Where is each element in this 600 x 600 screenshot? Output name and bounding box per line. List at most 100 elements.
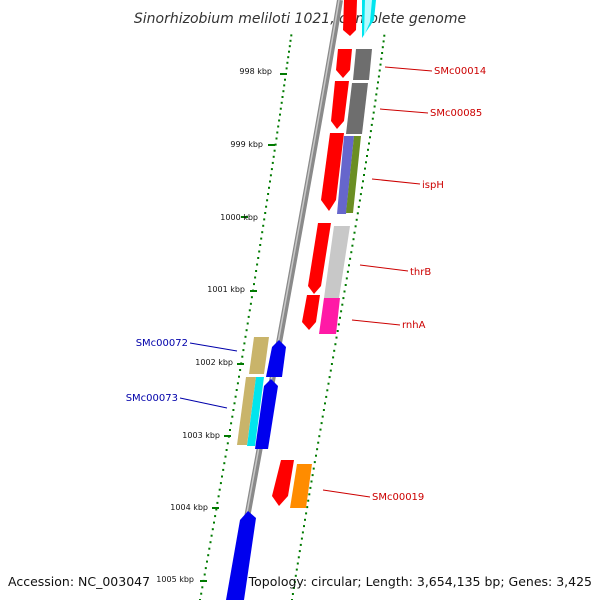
gene-top-red xyxy=(343,0,357,36)
inner-ring-dot xyxy=(370,123,373,126)
genome-summary-text: Topology: circular; Length: 3,654,135 bp… xyxy=(248,574,592,589)
outer-ring-dot xyxy=(236,382,239,385)
inner-ring-dot xyxy=(339,316,341,319)
outer-ring-dot xyxy=(275,137,278,140)
gene-smc00085-red xyxy=(331,81,349,129)
inner-ring-dot xyxy=(309,486,312,489)
inner-ring-dot xyxy=(324,402,326,405)
outer-ring-dot xyxy=(257,257,260,259)
outer-ring-dot xyxy=(288,50,290,53)
gene-isph-green xyxy=(346,136,361,213)
gene-smc00085-grey xyxy=(346,83,368,134)
inner-ring-dot xyxy=(334,343,337,346)
inner-ring-dot xyxy=(333,349,336,352)
inner-ring-dot xyxy=(368,142,370,145)
inner-ring-dot xyxy=(377,75,380,78)
inner-ring-dot xyxy=(291,593,294,595)
inner-ring-dot xyxy=(316,448,319,451)
inner-ring-dot xyxy=(319,428,322,431)
outer-ring-dot xyxy=(262,224,265,227)
accession-text: Accession: NC_003047 xyxy=(8,574,150,589)
outer-ring-dot xyxy=(277,125,280,128)
inner-ring-dot xyxy=(326,389,329,392)
inner-ring-dot xyxy=(332,356,335,359)
gene-label-smc00073: SMc00073 xyxy=(126,393,178,404)
gene-smc00073-khaki xyxy=(237,377,256,445)
outer-ring-dot xyxy=(276,131,279,134)
inner-ring-dot xyxy=(364,167,366,170)
outer-ring-dot xyxy=(255,270,258,272)
outer-ring-dot xyxy=(203,573,206,576)
outer-ring-dot xyxy=(278,119,281,122)
inner-ring-dot xyxy=(381,52,384,54)
inner-ring-dot xyxy=(307,499,310,502)
outer-ring-dot xyxy=(266,199,269,202)
tick-label-1000: 1000 kbp xyxy=(220,213,258,222)
genome-backbone xyxy=(229,0,343,600)
outer-ring-dot xyxy=(238,375,240,378)
inner-ring-dot xyxy=(336,330,339,332)
inner-ring-dot xyxy=(343,290,346,293)
gene-thrb-grey xyxy=(324,226,350,298)
inner-ring-dot xyxy=(321,415,324,418)
inner-ring-dot xyxy=(313,461,316,464)
inner-ring-dot xyxy=(318,435,321,438)
inner-ring-dot xyxy=(355,218,358,221)
outer-ring-dot xyxy=(267,193,270,195)
inner-ring-dot xyxy=(352,238,355,241)
outer-ring-dot xyxy=(263,218,266,221)
inner-ring-dot xyxy=(358,199,361,202)
outer-ring-dot xyxy=(219,482,222,485)
outer-ring-dot xyxy=(204,567,207,570)
inner-ring-dot xyxy=(342,297,345,300)
outer-ring-dot xyxy=(273,149,276,152)
outer-ring-dot xyxy=(288,45,291,48)
outer-ring-dot xyxy=(214,515,217,518)
gene-label-smc00085: SMc00085 xyxy=(430,108,482,119)
outer-ring-dot xyxy=(280,101,283,104)
inner-dotted-ring xyxy=(291,34,386,600)
reverse-strand-genes xyxy=(226,337,286,600)
outer-ring-dot xyxy=(256,263,259,266)
inner-ring-dot xyxy=(349,257,352,260)
outer-ring-dot xyxy=(258,250,261,253)
inner-ring-dot xyxy=(348,264,350,267)
outer-ring-dot xyxy=(225,449,228,451)
gene-label-smc00019: SMc00019 xyxy=(372,492,424,503)
tick-label-1001: 1001 kbp xyxy=(207,285,245,294)
outer-ring-dot xyxy=(207,554,210,557)
gene-smc00073-blue xyxy=(255,379,278,449)
inner-ring-dot xyxy=(310,480,313,483)
outer-ring-dot xyxy=(229,429,231,431)
inner-ring-dot xyxy=(369,130,372,133)
outer-ring-dot xyxy=(289,39,292,42)
inner-ring-dot xyxy=(320,422,323,425)
inner-ring-dot xyxy=(297,556,300,559)
gene-label-rnha: rnhA xyxy=(402,320,426,331)
outer-ring-dot xyxy=(215,508,218,511)
gene-label-smc00014: SMc00014 xyxy=(434,66,486,77)
gene-thrb-red xyxy=(308,223,331,294)
inner-ring-dot xyxy=(303,525,305,528)
scale-ticks xyxy=(200,73,287,582)
gene-rnha-pink xyxy=(319,298,340,334)
map-title: Sinorhizobium meliloti 1021, complete ge… xyxy=(134,11,466,27)
outer-ring-dot xyxy=(210,534,213,537)
inner-ring-dot xyxy=(317,441,320,444)
inner-ring-dot xyxy=(305,512,308,515)
gene-top-cyan-light xyxy=(364,0,372,36)
outer-ring-dot xyxy=(279,107,282,110)
inner-ring-dot xyxy=(327,382,330,385)
outer-ring-dot xyxy=(248,309,251,312)
inner-ring-dot xyxy=(300,537,303,540)
tick-label-1002: 1002 kbp xyxy=(195,358,233,367)
inner-ring-dot xyxy=(296,562,299,565)
outer-ring-dot xyxy=(269,174,272,177)
gene-label-thrb: thrB xyxy=(410,267,431,278)
outer-ring-dot xyxy=(282,90,285,93)
inner-ring-dot xyxy=(345,277,348,280)
inner-ring-dot xyxy=(293,580,296,583)
inner-ring-dot xyxy=(325,395,328,398)
outer-ring-dot xyxy=(208,547,211,550)
